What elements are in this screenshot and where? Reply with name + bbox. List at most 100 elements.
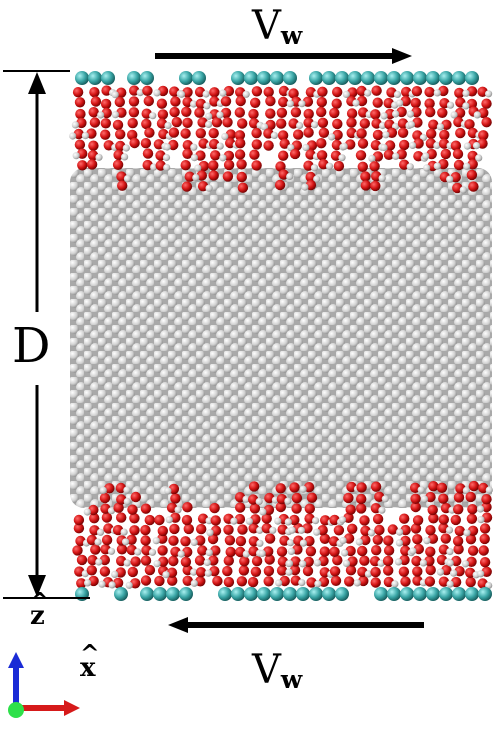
oxygen-atom: [347, 523, 358, 534]
hydrogen-atom: [406, 163, 414, 171]
oxygen-atom: [359, 515, 370, 526]
hydrogen-atom: [433, 141, 441, 149]
hydrogen-atom: [353, 579, 361, 587]
hydrogen-atom: [163, 163, 171, 172]
wall-atom: [114, 587, 128, 601]
oxygen-atom: [180, 128, 191, 139]
hydrogen-atom: [205, 112, 213, 120]
hydrogen-atom: [123, 175, 132, 183]
oxygen-atom: [101, 534, 113, 546]
oxygen-atom: [112, 119, 124, 131]
hydrogen-atom: [259, 508, 267, 516]
hydrogen-atom: [459, 186, 467, 194]
oxygen-atom: [359, 118, 370, 129]
hydrogen-atom: [164, 487, 172, 495]
hydrogen-atom: [177, 550, 185, 558]
oxygen-atom: [410, 493, 421, 504]
oxygen-atom: [453, 504, 464, 515]
oxygen-atom: [234, 107, 245, 118]
hydrogen-atom: [242, 90, 250, 98]
oxygen-atom: [331, 98, 342, 109]
hydrogen-atom: [83, 508, 91, 516]
hydrogen-atom: [98, 580, 106, 588]
hydrogen-atom: [485, 486, 493, 494]
hydrogen-atom: [409, 547, 417, 555]
oxygen-atom: [346, 117, 357, 128]
oxygen-atom: [220, 96, 232, 107]
oxygen-atom: [140, 555, 152, 566]
hydrogen-atom: [380, 112, 388, 120]
oxygen-atom: [279, 138, 290, 149]
oxygen-atom: [129, 525, 140, 536]
oxygen-atom: [479, 533, 490, 545]
hydrogen-atom: [123, 497, 131, 506]
oxygen-atom: [100, 98, 112, 110]
oxygen-atom: [479, 523, 491, 534]
hydrogen-atom: [377, 559, 385, 567]
hydrogen-atom: [302, 143, 310, 152]
oxygen-atom: [276, 118, 287, 129]
oxygen-atom: [76, 554, 88, 566]
oxygen-atom: [450, 140, 462, 151]
oxygen-atom: [370, 180, 381, 192]
hydrogen-atom: [299, 560, 307, 568]
oxygen-atom: [74, 139, 86, 150]
wall-atom: [296, 587, 310, 601]
hydrogen-atom: [72, 152, 80, 160]
oxygen-atom: [333, 160, 345, 172]
oxygen-atom: [276, 546, 288, 557]
oxygen-atom: [316, 96, 327, 108]
wall-atom: [127, 71, 141, 85]
hydrogen-atom: [310, 164, 319, 172]
oxygen-atom: [275, 161, 286, 172]
hydrogen-atom: [270, 131, 278, 139]
oxygen-atom: [207, 533, 219, 545]
hydrogen-atom: [423, 537, 431, 545]
oxygen-atom: [387, 524, 398, 535]
wall-atom: [218, 587, 232, 601]
hydrogen-atom: [378, 174, 386, 182]
hydrogen-atom: [328, 133, 336, 141]
wall-atom: [452, 71, 466, 85]
hydrogen-atom: [463, 529, 471, 537]
hydrogen-atom: [219, 154, 227, 162]
oxygen-atom: [112, 159, 124, 170]
wall-atom: [348, 71, 362, 85]
hydrogen-atom: [409, 141, 417, 149]
hydrogen-atom: [296, 121, 304, 130]
oxygen-atom: [428, 513, 439, 524]
oxygen-atom: [223, 555, 234, 566]
wall-atom: [335, 71, 349, 85]
oxygen-atom: [223, 159, 235, 171]
oxygen-atom: [194, 107, 205, 118]
oxygen-atom: [424, 98, 435, 109]
oxygen-atom: [234, 149, 246, 160]
oxygen-atom: [383, 565, 394, 576]
oxygen-atom: [211, 117, 223, 128]
wall-atom: [257, 71, 271, 85]
oxygen-atom: [194, 555, 206, 566]
hydrogen-atom: [422, 152, 430, 160]
wall-atom: [283, 587, 297, 601]
oxygen-atom: [370, 109, 381, 120]
oxygen-atom: [127, 566, 138, 578]
oxygen-atom: [319, 533, 331, 544]
oxygen-atom: [89, 87, 100, 98]
hydrogen-atom: [162, 153, 171, 162]
hydrogen-atom: [461, 560, 470, 568]
oxygen-atom: [356, 493, 367, 505]
hydrogen-atom: [364, 570, 372, 578]
oxygen-atom: [412, 515, 424, 526]
wall-atom: [101, 71, 115, 85]
wall-atom: [387, 71, 401, 85]
oxygen-atom: [168, 555, 179, 567]
hydrogen-atom: [190, 154, 198, 162]
hydrogen-atom: [297, 526, 305, 534]
oxygen-atom: [223, 576, 235, 588]
hydrogen-atom: [125, 581, 133, 589]
hydrogen-atom: [285, 559, 294, 568]
oxygen-atom: [73, 514, 85, 526]
hydrogen-atom: [107, 507, 116, 515]
wall-atom: [465, 587, 479, 601]
hydrogen-atom: [313, 175, 321, 183]
